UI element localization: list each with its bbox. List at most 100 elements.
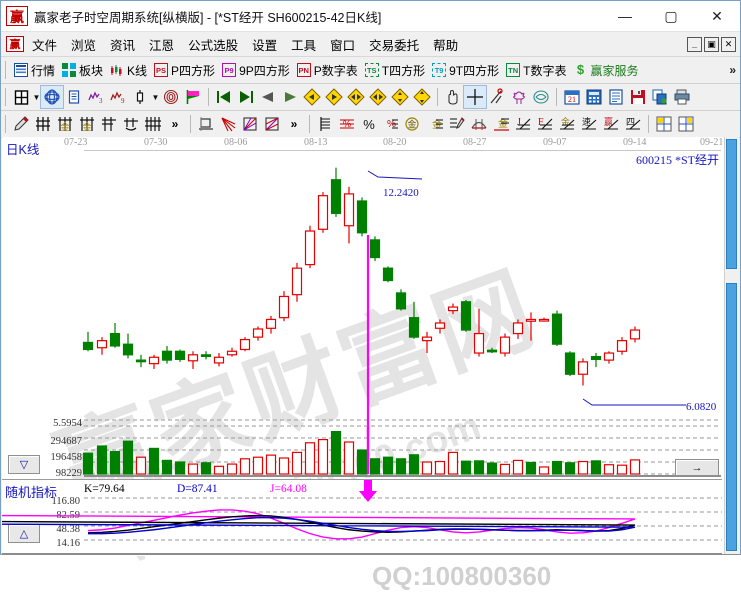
menu-item-tools[interactable]: 工具 — [291, 38, 317, 53]
kline-9-icon[interactable]: 9 — [107, 86, 129, 108]
toolbar-label-t-square: T四方形 — [381, 63, 426, 78]
diamond-expand-icon[interactable] — [411, 86, 433, 108]
gann-gold-2-icon[interactable]: 金 — [76, 113, 98, 135]
axis-line — [84, 150, 721, 151]
diamond-right-icon[interactable] — [323, 86, 345, 108]
menu-item-help[interactable]: 帮助 — [433, 38, 459, 53]
doc-close-icon[interactable]: ✕ — [721, 36, 736, 52]
gold-red-icon[interactable]: 金 — [490, 113, 512, 135]
last-page-icon[interactable] — [235, 86, 257, 108]
gann-gold-1-icon[interactable]: 金 — [54, 113, 76, 135]
crosshair-icon[interactable] — [463, 85, 487, 109]
row2-overflow-icon[interactable]: » — [171, 117, 179, 131]
hand-icon[interactable] — [442, 86, 464, 108]
fan-red-icon[interactable] — [217, 113, 239, 135]
scissors-icon[interactable] — [486, 86, 508, 108]
toolbar-button-9p-square[interactable]: P9 9P四方形 — [219, 61, 293, 80]
toolbar-button-winner-service[interactable]: $ 赢家服务 — [570, 61, 641, 80]
fan-box-icon[interactable] — [239, 113, 261, 135]
menu-item-news[interactable]: 资讯 — [110, 38, 136, 53]
toolbar-separator — [556, 88, 557, 106]
pen-level-icon[interactable] — [446, 113, 468, 135]
scale-down-button[interactable]: ▽ — [8, 455, 40, 474]
ladder-icon[interactable] — [314, 113, 336, 135]
candlestick-plot[interactable] — [2, 137, 739, 552]
calendar-icon[interactable]: 21 — [561, 86, 583, 108]
kline-3-icon[interactable]: 3 — [85, 86, 107, 108]
gann-grid-icon[interactable] — [32, 113, 54, 135]
toolbar-button-quotes[interactable]: 行情 — [11, 61, 58, 80]
doc-restore-icon[interactable]: ▣ — [704, 36, 719, 52]
toolbar-button-t-square[interactable]: TS T四方形 — [362, 61, 428, 80]
percent-icon[interactable]: % — [363, 116, 375, 132]
gann-f-icon[interactable] — [98, 113, 120, 135]
print-icon[interactable] — [671, 86, 693, 108]
menu-item-formula-pick[interactable]: 公式选股 — [188, 38, 239, 53]
brain-icon[interactable] — [530, 86, 552, 108]
copy-icon[interactable] — [649, 86, 671, 108]
speed-line-icon[interactable]: 速 — [578, 113, 600, 135]
toolbar-button-kline[interactable]: K线 — [107, 61, 150, 80]
candle-dropdown-icon[interactable]: ▼ — [151, 93, 160, 102]
win-line-icon[interactable]: 赢 — [600, 113, 622, 135]
toolbar-button-sectors[interactable]: 板块 — [59, 61, 106, 80]
minimize-icon[interactable]: — — [618, 8, 632, 24]
cycle-net-icon[interactable] — [40, 85, 64, 109]
maximize-icon[interactable]: ▢ — [664, 7, 678, 24]
grid-yellow-2-icon[interactable] — [675, 113, 697, 135]
gold-line-icon[interactable]: 金 — [424, 113, 446, 135]
flower-icon[interactable] — [508, 86, 530, 108]
diamond-left-icon[interactable] — [301, 86, 323, 108]
toolbar-button-p-number-table[interactable]: PN P数字表 — [294, 61, 361, 80]
diamond-both-icon[interactable] — [345, 86, 367, 108]
close-icon[interactable]: ✕ — [711, 7, 723, 24]
scrollbar-thumb-bottom[interactable] — [726, 283, 737, 551]
prev-icon[interactable] — [257, 86, 279, 108]
next-icon[interactable] — [279, 86, 301, 108]
spiral-icon[interactable] — [160, 86, 182, 108]
arc-icon[interactable] — [468, 113, 490, 135]
percent-table-icon[interactable]: % — [380, 113, 402, 135]
calendar-period-icon[interactable] — [10, 86, 32, 108]
save-icon[interactable] — [627, 86, 649, 108]
scrollbar-thumb-top[interactable] — [726, 139, 737, 269]
menu-item-settings[interactable]: 设置 — [252, 38, 278, 53]
row3-overflow-icon[interactable]: » — [290, 117, 298, 131]
flag-icon[interactable] — [182, 86, 204, 108]
toolbar-overflow-icon[interactable]: » — [729, 63, 736, 77]
gold-fan-icon[interactable]: 金 — [556, 113, 578, 135]
menu-item-file[interactable]: 文件 — [32, 38, 58, 53]
toolbar-button-p-square[interactable]: PS P四方形 — [151, 61, 218, 80]
fan-grid-icon[interactable] — [261, 113, 283, 135]
period-dropdown-icon[interactable]: ▼ — [32, 93, 41, 102]
diamond-cross-icon[interactable] — [389, 86, 411, 108]
diamond-zoom-icon[interactable] — [367, 86, 389, 108]
doc-minimize-icon[interactable]: _ — [687, 36, 702, 52]
menu-item-gann[interactable]: 江恩 — [149, 38, 175, 53]
four-line-icon[interactable]: 四 — [622, 113, 644, 135]
f-line-icon[interactable]: F — [534, 113, 556, 135]
gold-circle-icon[interactable]: 金 — [402, 113, 424, 135]
toolbar-button-9t-square[interactable]: T9 9T四方形 — [429, 61, 502, 80]
toolbar-button-t-number-table[interactable]: TN T数字表 — [503, 61, 569, 80]
percent-line-icon[interactable]: % — [336, 113, 358, 135]
first-page-icon[interactable] — [213, 86, 235, 108]
grid-yellow-1-icon[interactable] — [653, 113, 675, 135]
pen-icon[interactable] — [10, 113, 32, 135]
calculator-icon[interactable] — [583, 86, 605, 108]
kdj-indicator-pane[interactable]: 随机指标 K=79.64 D=87.41 J=64.08 116.80 82.5… — [2, 479, 739, 556]
gann-wave-icon[interactable] — [120, 113, 142, 135]
candle-icon[interactable] — [129, 86, 151, 108]
chart-right-button[interactable]: → — [675, 459, 719, 476]
frame-icon[interactable] — [195, 113, 217, 135]
p-number-icon: PN — [296, 63, 311, 77]
menu-item-window[interactable]: 窗口 — [330, 38, 356, 53]
notebook-icon[interactable] — [605, 86, 627, 108]
vertical-scrollbar[interactable] — [724, 137, 739, 554]
menu-item-browse[interactable]: 浏览 — [71, 38, 97, 53]
menu-item-trade[interactable]: 交易委托 — [369, 38, 420, 53]
blocks-icon — [62, 63, 77, 77]
j-line-icon[interactable]: J — [512, 113, 534, 135]
gann-grid2-icon[interactable] — [142, 113, 164, 135]
clipboard-icon[interactable] — [63, 86, 85, 108]
